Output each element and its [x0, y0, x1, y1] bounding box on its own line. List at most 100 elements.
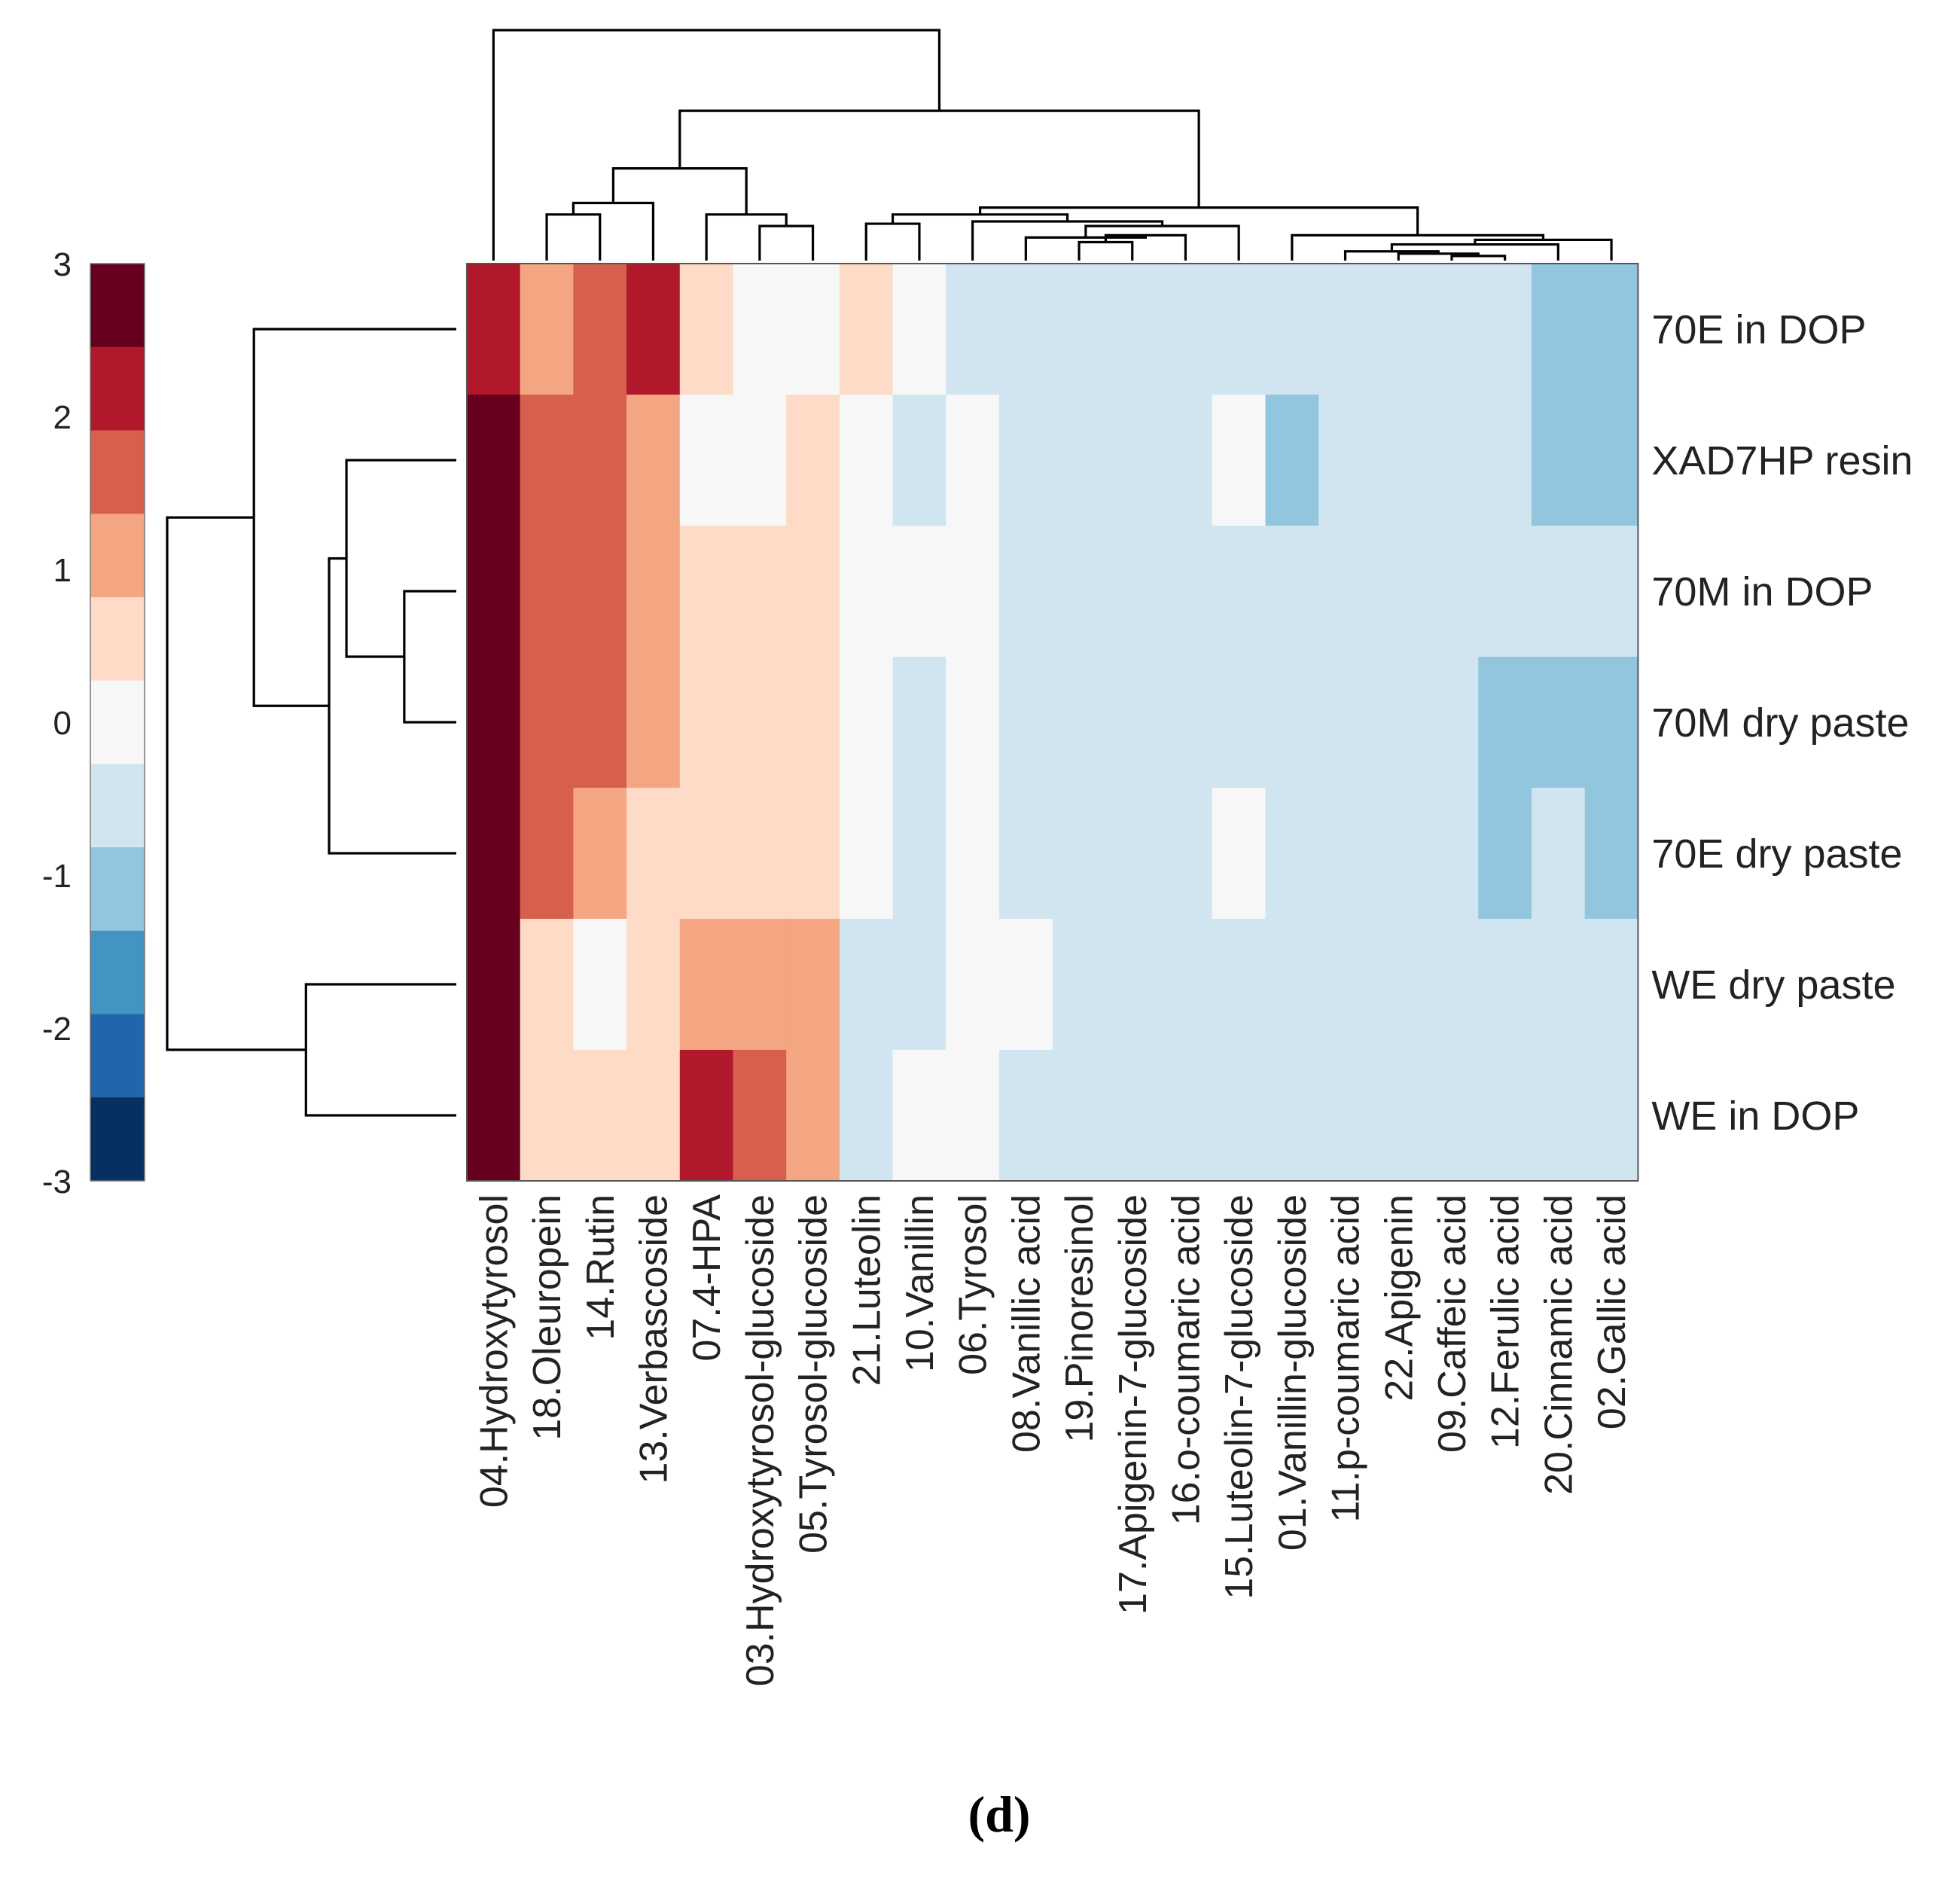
column-label: 20.Cinnamic acid [1537, 1194, 1580, 1495]
heatmap-cell [1584, 264, 1638, 395]
column-label: 13.Verbascoside [632, 1194, 675, 1484]
heatmap-cell [1425, 657, 1479, 788]
heatmap-cell [679, 657, 734, 788]
heatmap-cell [1478, 919, 1532, 1051]
heatmap-cell [1478, 788, 1532, 920]
dendrogram-link [1104, 233, 1187, 261]
heatmap-cell [1532, 788, 1586, 920]
heatmap-cell [626, 919, 681, 1051]
heatmap-cell [1052, 919, 1106, 1051]
heatmap-cell [999, 395, 1053, 526]
dendrogram-link [971, 220, 1164, 261]
row-label: 70E in DOP [1651, 307, 1866, 352]
heatmap-cell [573, 657, 627, 788]
row-label: 70E dry paste [1651, 831, 1902, 877]
heatmap-cell [1478, 1050, 1532, 1182]
heatmap-cell [786, 788, 840, 920]
heatmap-cell [520, 657, 574, 788]
row-labels: 70E in DOP XAD7HP resin 70M in DOP 70M dry … [1651, 307, 1913, 1139]
heatmap-cell [999, 526, 1053, 657]
column-label: 11.p-coumaric acid [1324, 1194, 1368, 1522]
heatmap-cell [786, 264, 840, 395]
heatmap-cell [839, 788, 894, 920]
heatmap-cell [1584, 526, 1638, 657]
colorbar [90, 263, 145, 1182]
dendrogram-link [1078, 240, 1134, 261]
heatmap-cell [892, 264, 946, 395]
heatmap-cell [786, 395, 840, 526]
column-label: 14.Rutin [579, 1194, 623, 1341]
heatmap-cell [1265, 657, 1319, 788]
heatmap-cells [467, 264, 1638, 1182]
heatmap-cell [999, 1050, 1053, 1182]
heatmap-cell [1425, 264, 1479, 395]
heatmap-cell [1265, 1050, 1319, 1182]
heatmap-cell [839, 526, 894, 657]
heatmap-cell [1159, 788, 1213, 920]
row-label: XAD7HP resin [1651, 438, 1913, 483]
dendrogram-link [705, 213, 788, 261]
heatmap-cell [1318, 526, 1373, 657]
column-label: 08.Vanillic acid [1004, 1194, 1048, 1453]
dendrogram-link [758, 224, 815, 261]
column-label: 01.Vanillin-glucoside [1271, 1194, 1315, 1551]
row-label: WE in DOP [1651, 1094, 1859, 1139]
heatmap-cell [1105, 264, 1160, 395]
heatmap-cell [626, 657, 681, 788]
dendrogram-link [492, 29, 941, 261]
colorbar-segment [90, 514, 145, 598]
column-label: 22.Apigenin [1377, 1194, 1421, 1402]
heatmap-cell [1265, 919, 1319, 1051]
heatmap-cell [467, 919, 521, 1051]
heatmap-cell [892, 919, 946, 1051]
heatmap-cell [1371, 264, 1426, 395]
column-label: 10.Vanillin [898, 1194, 942, 1372]
colorbar-ticks: 3 2 1 0 -1 -2 -3 [42, 246, 72, 1200]
heatmap-cell [1265, 264, 1319, 395]
column-label: 15.Luteolin-7-glucoside [1218, 1194, 1261, 1600]
column-label: 09.Caffeic acid [1431, 1194, 1474, 1453]
heatmap-cell [467, 264, 521, 395]
heatmap-cell [892, 657, 946, 788]
heatmap-cell [1052, 395, 1106, 526]
dendrogram-link [252, 328, 456, 707]
heatmap-cell [733, 1050, 787, 1182]
colorbar-tick-label: -2 [42, 1011, 72, 1048]
heatmap-cell [1584, 919, 1638, 1051]
colorbar-segment [90, 264, 145, 348]
heatmap-cell [1478, 395, 1532, 526]
heatmap-cell [1105, 788, 1160, 920]
colorbar-frame [90, 263, 145, 1182]
heatmap-cell [1159, 657, 1213, 788]
heatmap-cell [467, 657, 521, 788]
heatmap-cell [1371, 395, 1426, 526]
heatmap-cell [892, 395, 946, 526]
dendrogram-link [611, 167, 748, 215]
heatmap-cell [1371, 657, 1426, 788]
heatmap-cell [1052, 788, 1106, 920]
colorbar-segment [90, 764, 145, 848]
heatmap-cell [946, 788, 1000, 920]
heatmap-cell [573, 788, 627, 920]
column-label: 04.Hydroxytyrosol [472, 1194, 516, 1508]
heatmap-cell [1105, 526, 1160, 657]
heatmap-cell [1425, 919, 1479, 1051]
heatmap-cell [679, 788, 734, 920]
heatmap-cell [1318, 264, 1373, 395]
heatmap-cell [1159, 1050, 1213, 1182]
colorbar-segment [90, 1014, 145, 1098]
colorbar-tick-label: 0 [53, 705, 72, 742]
row-dendrogram [166, 328, 456, 1117]
heatmap-cell [679, 919, 734, 1051]
heatmap-cell [1105, 657, 1160, 788]
heatmap-cell [892, 1050, 946, 1182]
heatmap-cell [946, 657, 1000, 788]
heatmap-cell [839, 919, 894, 1051]
dendrogram-link [304, 983, 456, 1117]
heatmap-cell [892, 526, 946, 657]
column-label: 12.Ferulic acid [1484, 1194, 1528, 1449]
heatmap-cell [679, 526, 734, 657]
heatmap-cell [733, 395, 787, 526]
heatmap-cell [573, 919, 627, 1051]
heatmap-cell [1478, 526, 1532, 657]
